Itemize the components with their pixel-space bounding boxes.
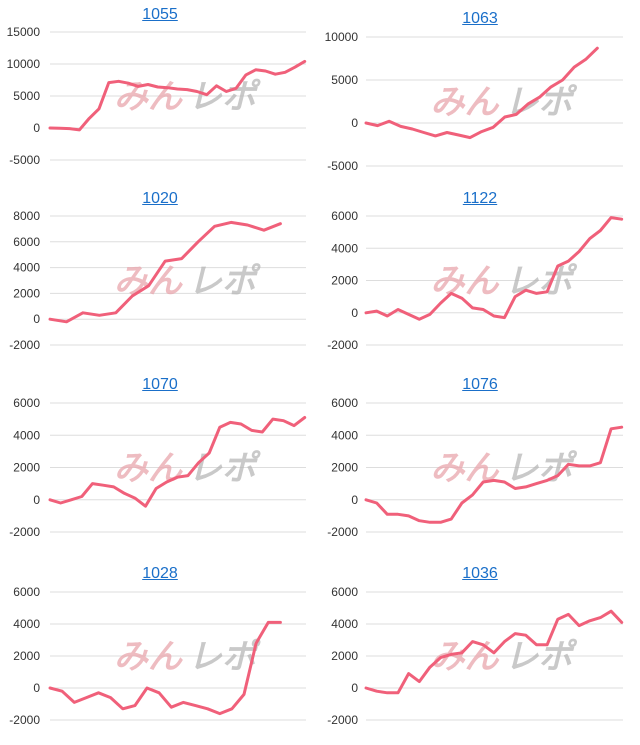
y-tick-label: 4000 xyxy=(331,241,358,255)
y-tick-label: 2000 xyxy=(13,649,40,663)
chart-title-link[interactable]: 1122 xyxy=(462,190,498,207)
y-tick-label: 5000 xyxy=(331,73,358,87)
y-tick-label: -5000 xyxy=(327,159,358,173)
y-tick-label: 0 xyxy=(33,493,40,507)
y-tick-label: 6000 xyxy=(331,396,358,410)
watermark-logo: みん xyxy=(114,262,183,302)
y-tick-label: 6000 xyxy=(331,585,358,599)
y-tick-label: 0 xyxy=(33,312,40,326)
y-tick-label: 6000 xyxy=(331,209,358,223)
watermark-logo: レポ xyxy=(188,77,261,117)
chart-1020: 8000 6000 4000 2000 0 -2000 みん レポ xyxy=(9,209,306,352)
y-tick-label: 2000 xyxy=(331,461,358,475)
chart-title-link[interactable]: 1076 xyxy=(462,376,498,393)
y-tick-label: 6000 xyxy=(13,585,40,599)
y-tick-label: 4000 xyxy=(331,617,358,631)
watermark-logo: レポ xyxy=(188,449,261,489)
y-tick-label: -2000 xyxy=(9,713,40,727)
y-tick-label: 4000 xyxy=(13,617,40,631)
watermark-logo: レポ xyxy=(505,83,578,123)
series-line xyxy=(48,59,307,132)
y-tick-label: 10000 xyxy=(325,30,359,44)
y-tick-label: -2000 xyxy=(327,338,358,352)
series-line xyxy=(48,620,282,716)
watermark-logo: レポ xyxy=(505,637,578,677)
y-tick-label: 15000 xyxy=(7,25,41,39)
chart-title-link[interactable]: 1055 xyxy=(142,6,178,23)
y-tick-label: 2000 xyxy=(13,286,40,300)
series-line xyxy=(48,416,307,508)
y-tick-label: 6000 xyxy=(13,396,40,410)
y-tick-label: -2000 xyxy=(9,338,40,352)
y-tick-label: 0 xyxy=(351,306,358,320)
y-tick-label: 0 xyxy=(33,681,40,695)
y-tick-label: 5000 xyxy=(13,89,40,103)
watermark-logo: レポ xyxy=(188,262,261,302)
watermark-logo: みん xyxy=(114,449,183,489)
y-tick-label: 4000 xyxy=(13,428,40,442)
chart-title-link[interactable]: 1063 xyxy=(462,10,498,27)
y-tick-label: 0 xyxy=(351,493,358,507)
y-tick-label: 2000 xyxy=(331,649,358,663)
series-line xyxy=(364,46,599,140)
chart-title-link[interactable]: 1070 xyxy=(142,376,178,393)
y-tick-label: -5000 xyxy=(9,153,40,167)
chart-title-link[interactable]: 1028 xyxy=(142,565,178,582)
watermark-logo: みん xyxy=(431,83,500,123)
y-tick-label: -2000 xyxy=(327,525,358,539)
chart-title-link[interactable]: 1036 xyxy=(462,565,498,582)
series-line xyxy=(364,425,624,524)
y-tick-label: -2000 xyxy=(9,525,40,539)
watermark-logo: みん xyxy=(431,262,500,302)
y-tick-label: 0 xyxy=(351,681,358,695)
y-tick-label: 10000 xyxy=(7,57,41,71)
y-tick-label: 4000 xyxy=(331,428,358,442)
y-tick-label: -2000 xyxy=(327,713,358,727)
series-line xyxy=(364,216,624,321)
series-line xyxy=(364,609,624,695)
series-line xyxy=(48,220,282,324)
chart-1070: 6000 4000 2000 0 -2000 みん レポ xyxy=(9,396,307,539)
chart-1063: 10000 5000 0 -5000 みん レポ xyxy=(325,30,623,173)
watermark-logo: みん xyxy=(114,637,183,677)
y-tick-label: 6000 xyxy=(13,235,40,249)
y-tick-label: 0 xyxy=(351,116,358,130)
y-tick-label: 2000 xyxy=(13,461,40,475)
y-tick-label: 0 xyxy=(33,121,40,135)
y-tick-label: 8000 xyxy=(13,209,40,223)
chart-title-link[interactable]: 1020 xyxy=(142,190,178,207)
y-tick-label: 4000 xyxy=(13,261,40,275)
y-tick-label: 2000 xyxy=(331,274,358,288)
